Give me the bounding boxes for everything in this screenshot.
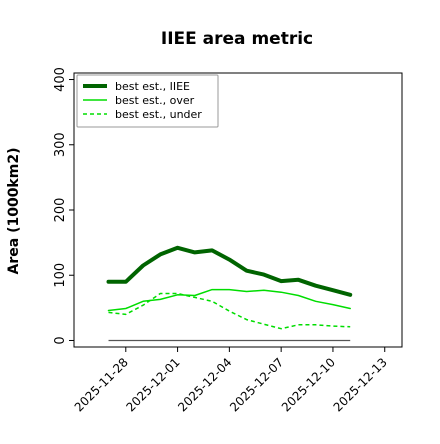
series-line-0 [106,245,353,297]
y-tick-label: 0 [53,336,68,344]
legend-label: best est., IIEE [115,80,190,93]
x-tick-label: 2025-12-10 [279,355,338,414]
x-tick-label: 2025-12-13 [331,355,390,414]
y-tick-label: 200 [53,198,68,223]
chart-title: IIEE area metric [161,29,313,49]
x-tick-label: 2025-12-07 [227,355,286,414]
legend-box [76,74,219,128]
series-line-2 [108,292,351,330]
y-tick-label: 100 [53,263,68,288]
legend-label: best est., over [115,94,195,107]
y-tick-label: 300 [53,132,68,157]
x-tick-label: 2025-12-04 [175,355,234,414]
series-line-1 [107,288,351,312]
x-tick-label: 2025-11-28 [72,355,131,414]
y-tick-label: 400 [53,67,68,92]
y-axis-label: Area (1000km2) [6,148,22,275]
legend-label: best est., under [115,108,202,121]
x-tick-label: 2025-12-01 [123,355,182,414]
